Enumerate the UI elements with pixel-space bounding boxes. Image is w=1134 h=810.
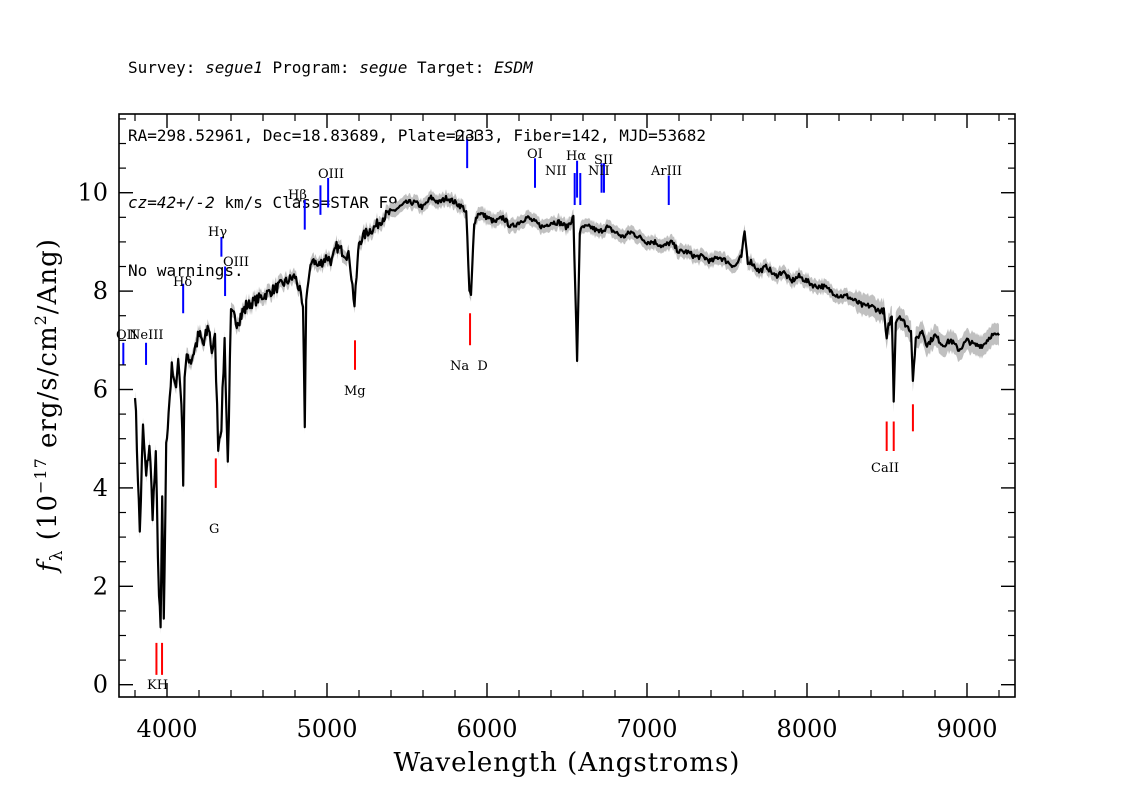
label-oii: OII [116,328,137,343]
header-line-survey: Survey: segue1 Program: segue Target: ES… [128,57,706,80]
x-tick-label-4000: 4000 [136,715,197,743]
survey-value: segue1 [205,58,263,77]
y-tick-label-10: 10 [77,179,108,207]
x-tick-label-8000: 8000 [776,715,837,743]
label-oiii-b: OIII [318,167,344,182]
program-value: segue [359,58,408,77]
label-hbeta: Hβ [288,188,307,203]
x-axis-title: Wavelength (Angstroms) [394,748,741,778]
label-mg: Mg [344,384,366,399]
label-hgamma: Hγ [208,225,227,240]
axis-ticks: 4000 5000 6000 7000 8000 9000 0 2 4 6 8 10 [77,114,1015,743]
label-g: G [209,522,219,537]
y-tick-label-0: 0 [93,671,108,699]
label-nii-b: NII [588,164,610,179]
label-sii: SII [594,153,613,168]
header-line-warnings: No warnings. [128,260,244,280]
x-tick-label-7000: 7000 [616,715,677,743]
flux-layer [133,194,1000,629]
y-tick-label-6: 6 [93,376,108,404]
label-ariii: ArIII [650,164,682,179]
survey-label: Survey: [128,58,206,77]
y-tick-label-8: 8 [93,277,108,305]
label-hdelta: Hδ [173,275,192,290]
label-na-d: Na D [450,359,488,374]
flux-series-line [133,194,1000,629]
header-line-coordinates: RA=298.52961, Dec=18.83689, Plate=2333, … [128,125,706,145]
y-tick-label-2: 2 [93,572,108,600]
program-label: Program: [262,58,360,77]
error-band-layer [135,188,999,635]
y-tick-label-4: 4 [93,474,108,502]
label-halpha: Hα [566,149,586,164]
label-neiii: NeIII [129,328,163,343]
error-band [135,188,999,635]
label-hei: HeI [454,130,478,145]
line-markers [122,138,914,675]
x-tick-label-6000: 6000 [456,715,517,743]
plot-frame [118,113,1016,698]
label-oiii-a: OIII [223,255,249,270]
label-caii: CaII [871,461,899,476]
target-value: ESDM [494,58,533,77]
y-axis-title: fλ (10−17 erg/s/cm2/Ang) [31,238,67,574]
label-nii-a: NII [545,164,567,179]
label-oi: OI [527,147,543,162]
y-axis-title-text: fλ (10−17 erg/s/cm2/Ang) [31,238,67,574]
target-label: Target: [407,58,495,77]
x-tick-label-5000: 5000 [296,715,357,743]
cz-value: cz=42+/-2 [128,193,215,212]
x-tick-label-9000: 9000 [936,715,997,743]
label-kh: KH [147,678,168,693]
